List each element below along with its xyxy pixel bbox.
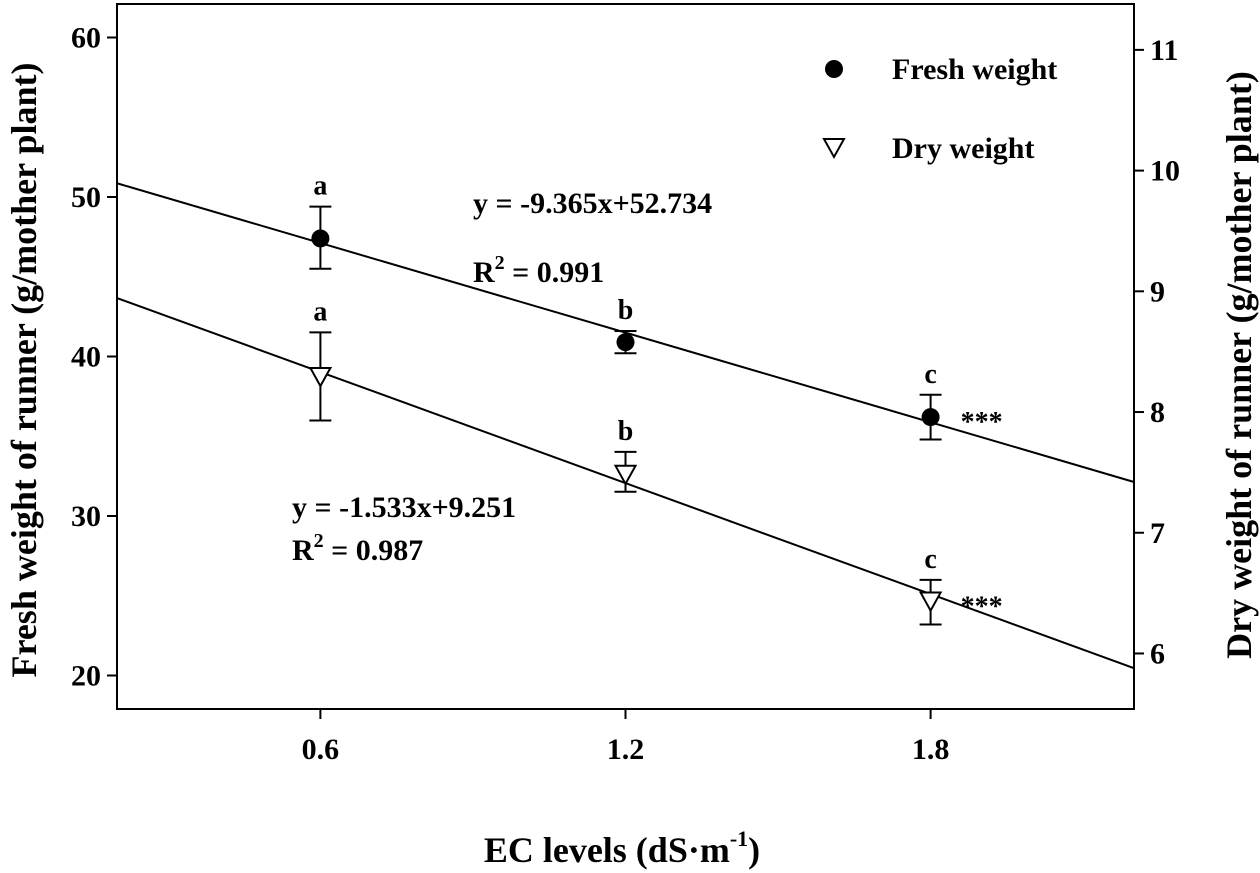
fresh-significance-label: ***	[961, 407, 1003, 438]
left-axis-ticks: 20 30 40 50 60	[71, 21, 117, 693]
left-tick-label: 40	[71, 341, 101, 374]
dry-letter-label: b	[618, 416, 634, 447]
dry-point	[918, 591, 943, 613]
bottom-axis-ticks: 0.6 1.2 1.8	[302, 709, 950, 766]
dry-point	[613, 464, 638, 486]
fresh-point	[921, 408, 940, 427]
fresh-r-squared: R2 = 0.991	[473, 252, 604, 289]
bottom-tick-label: 0.6	[302, 733, 340, 766]
right-tick-label: 10	[1150, 155, 1180, 188]
right-tick-label: 9	[1150, 275, 1165, 308]
bottom-tick-label: 1.2	[607, 733, 645, 766]
left-tick-label: 30	[71, 500, 101, 533]
left-tick-label: 50	[71, 181, 101, 214]
bottom-tick-label: 1.8	[912, 733, 950, 766]
right-y-axis-title: Dry weight of runner (g/mother plant)	[1219, 71, 1259, 659]
dry-letter-label: a	[313, 296, 327, 327]
right-tick-label: 8	[1150, 396, 1165, 429]
right-tick-label: 7	[1150, 517, 1165, 550]
fresh-letter-label: b	[618, 295, 634, 326]
fresh-point	[311, 229, 330, 248]
legend-label-fresh: Fresh weight	[892, 53, 1057, 86]
legend-label-dry: Dry weight	[892, 132, 1034, 165]
left-tick-label: 20	[71, 660, 101, 693]
data-markers	[308, 229, 943, 613]
dry-point	[308, 367, 333, 389]
right-axis-ticks: 6 7 8 9 10 11	[1134, 34, 1180, 670]
x-axis-title: EC levels (dS·m-1)	[484, 826, 760, 870]
fresh-equation: y = -9.365x+52.734	[473, 187, 712, 220]
point-annotations: a b c *** a b c ***	[313, 171, 1002, 623]
legend: Fresh weight Dry weight	[822, 53, 1057, 165]
left-y-axis-title: Fresh weight of runner (g/mother plant)	[4, 63, 44, 678]
right-tick-label: 6	[1150, 637, 1165, 670]
fresh-point	[616, 333, 635, 352]
dry-significance-label: ***	[961, 592, 1003, 623]
dry-r-squared: R2 = 0.987	[292, 530, 423, 567]
dry-letter-label: c	[924, 544, 936, 575]
fresh-letter-label: a	[313, 171, 327, 202]
legend-filled-circle-icon	[825, 60, 843, 78]
right-tick-label: 11	[1150, 34, 1178, 67]
dry-equation: y = -1.533x+9.251	[292, 491, 516, 524]
legend-open-triangle-icon	[822, 138, 846, 160]
fresh-letter-label: c	[924, 359, 936, 390]
left-tick-label: 60	[71, 21, 101, 54]
